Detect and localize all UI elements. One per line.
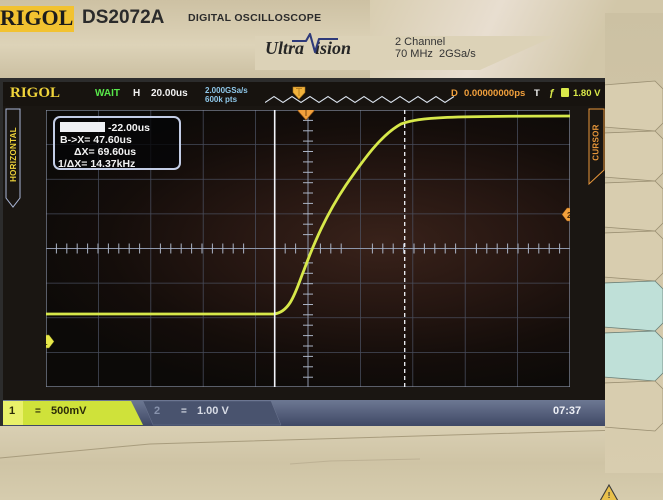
svg-text:2: 2 xyxy=(567,211,570,220)
svg-text:!: ! xyxy=(608,490,611,500)
